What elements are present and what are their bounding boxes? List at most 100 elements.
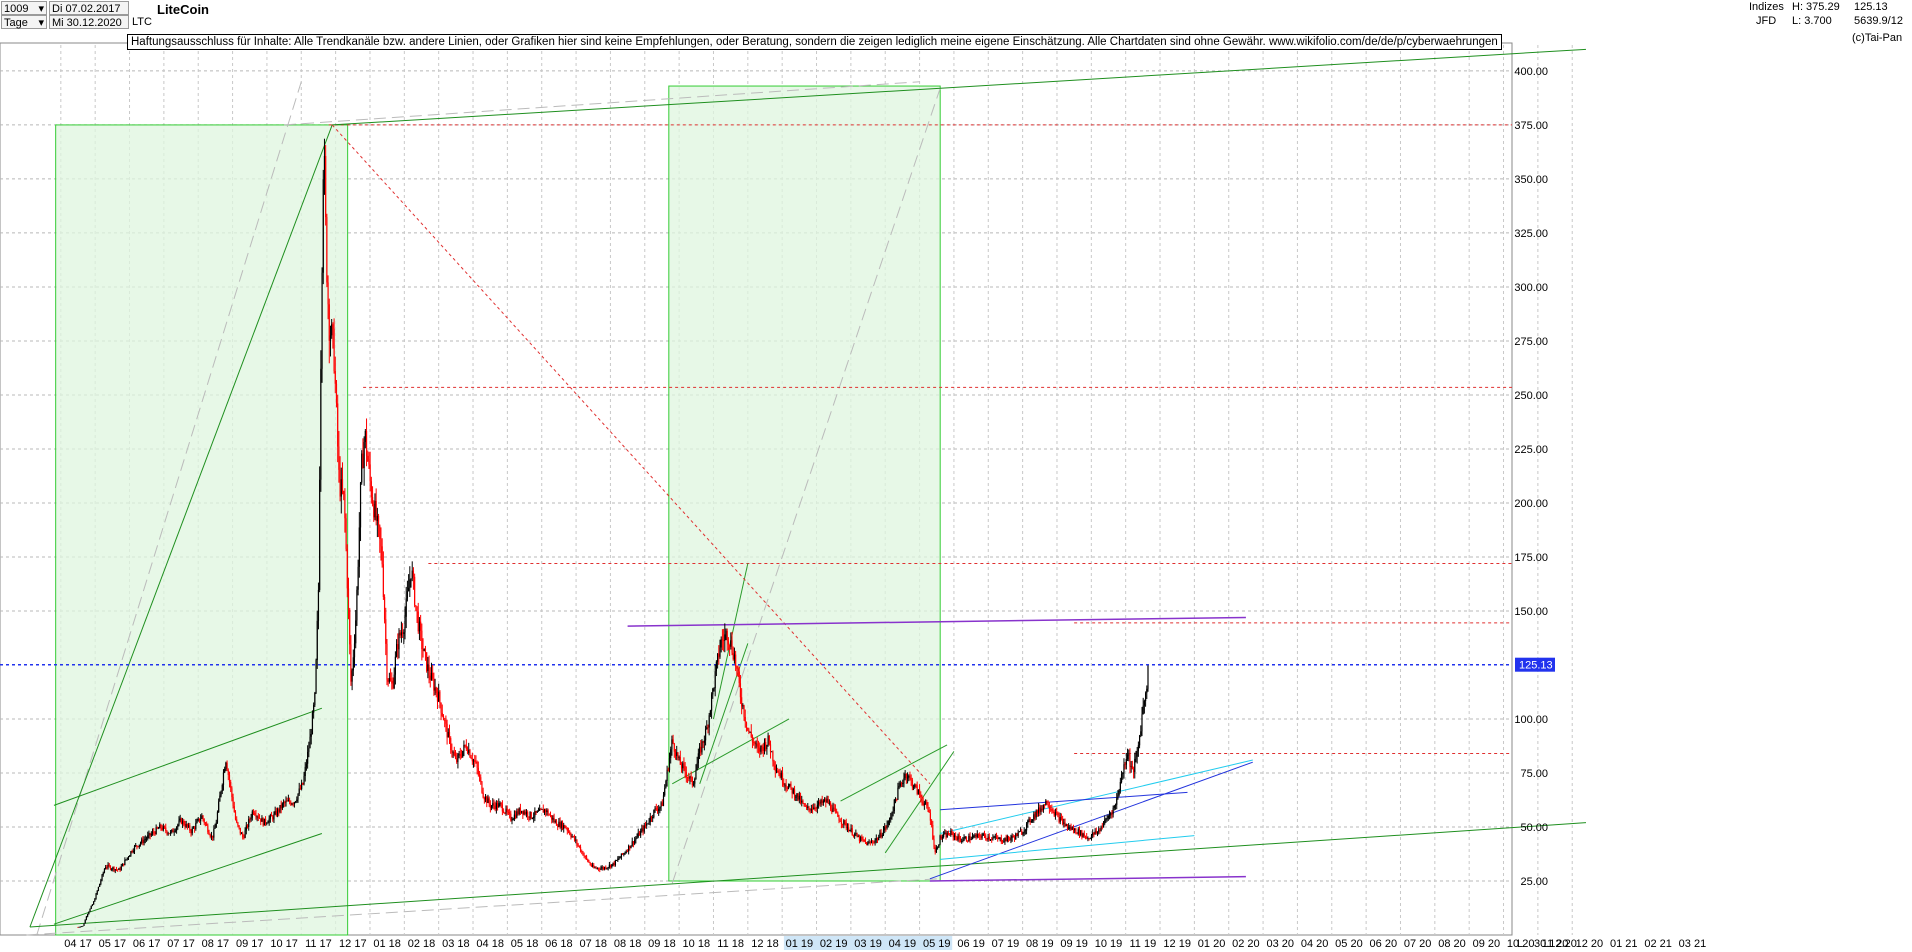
candle-body: [804, 805, 806, 807]
candle-body: [1058, 814, 1060, 822]
candle-body: [547, 810, 549, 815]
candle-body: [530, 811, 532, 819]
candle-body: [900, 783, 903, 784]
candle-body: [314, 692, 316, 706]
candle-body: [1048, 806, 1051, 809]
candle-body: [623, 853, 625, 855]
candle-body: [103, 869, 106, 873]
candle-body: [726, 630, 728, 641]
candle-body: [650, 816, 653, 819]
candle-body: [472, 760, 475, 762]
candle-body: [270, 815, 273, 817]
candle-body: [706, 727, 708, 730]
x-tick-label: 02 18: [408, 938, 436, 950]
candle-body: [481, 781, 483, 793]
candle-body: [1140, 731, 1142, 736]
period-value: Tage: [4, 17, 28, 29]
candle-body: [713, 688, 715, 689]
candle-body: [860, 836, 862, 841]
candle-body: [1023, 830, 1025, 834]
candle-body: [305, 763, 308, 767]
candle-body: [159, 824, 161, 829]
candle-body: [593, 865, 595, 868]
candle-body: [410, 578, 412, 580]
candle-body: [975, 835, 977, 838]
candle-body: [738, 671, 740, 684]
end-date-field[interactable]: Mi 30.12.2020: [49, 15, 129, 29]
candle-body: [1132, 768, 1135, 773]
candle-body: [194, 827, 196, 829]
x-tick-label: 08 19: [1026, 938, 1054, 950]
candle-body: [570, 834, 572, 837]
candle-body: [751, 736, 754, 742]
candle-body: [994, 836, 996, 838]
candle-body: [397, 644, 399, 650]
candle-body: [1003, 841, 1005, 843]
candle-body: [561, 822, 564, 829]
candle-body: [177, 824, 179, 828]
candle-body: [797, 793, 799, 800]
candle-body: [89, 908, 91, 912]
candle-body: [414, 576, 416, 606]
y-tick-label: 200.00: [1514, 498, 1548, 510]
candle-body: [999, 837, 1001, 839]
candle-body: [469, 750, 471, 758]
candle-body: [78, 926, 80, 928]
candle-body: [819, 801, 821, 804]
candle-body: [341, 479, 344, 492]
candle-body: [453, 752, 455, 756]
candle-body: [798, 795, 800, 800]
id-selector[interactable]: 1009 ▾: [1, 1, 47, 15]
candle-body: [813, 807, 815, 810]
candle-body: [188, 825, 190, 827]
candle-body: [458, 753, 460, 755]
start-date-field[interactable]: Di 07.02.2017: [49, 1, 129, 15]
candle-body: [1101, 826, 1103, 828]
candle-body: [553, 818, 555, 822]
candle-body: [200, 818, 202, 822]
candle-body: [504, 812, 506, 814]
candle-body: [662, 795, 665, 806]
candle-body: [417, 611, 419, 632]
candle-body: [612, 862, 614, 865]
candle-body: [322, 179, 324, 273]
candle-body: [1072, 827, 1075, 831]
period-selector[interactable]: Tage ▾: [1, 15, 47, 29]
candle-body: [723, 640, 725, 641]
x-tick-label: 06 20: [1370, 938, 1398, 950]
candle-body: [1143, 701, 1145, 706]
candle-body: [436, 693, 439, 702]
x-tick-label: 11 20: [1542, 938, 1569, 950]
candle-body: [659, 806, 661, 809]
x-tick-label: 10 19: [1095, 938, 1123, 950]
candle-body: [686, 777, 689, 778]
candle-body: [698, 746, 701, 754]
candle-body: [790, 783, 792, 788]
candle-body: [622, 853, 624, 855]
candle-body: [982, 833, 984, 836]
candle-body: [976, 833, 978, 838]
trend-line: [672, 718, 790, 785]
candle-body: [933, 839, 935, 848]
candle-body: [224, 768, 226, 773]
candle-body: [238, 825, 240, 828]
candle-body: [629, 845, 631, 849]
candle-body: [810, 809, 812, 811]
x-tick-label: 09 18: [648, 938, 676, 950]
candle-body: [707, 727, 709, 728]
y-tick-label: 400.00: [1514, 66, 1548, 78]
candle-body: [380, 538, 382, 547]
candle-body: [589, 862, 591, 865]
candle-body: [799, 795, 802, 803]
candle-body: [255, 814, 257, 817]
y-tick-label: 25.00: [1520, 876, 1548, 888]
candle-body: [484, 796, 487, 800]
x-tick-label: 11 17: [305, 938, 332, 950]
x-tick-label: 01 21: [1610, 938, 1638, 950]
candle-body: [456, 758, 458, 762]
candle-body: [527, 812, 529, 817]
candle-body: [892, 811, 894, 814]
candle-body: [427, 665, 429, 671]
candle-body: [246, 825, 249, 827]
